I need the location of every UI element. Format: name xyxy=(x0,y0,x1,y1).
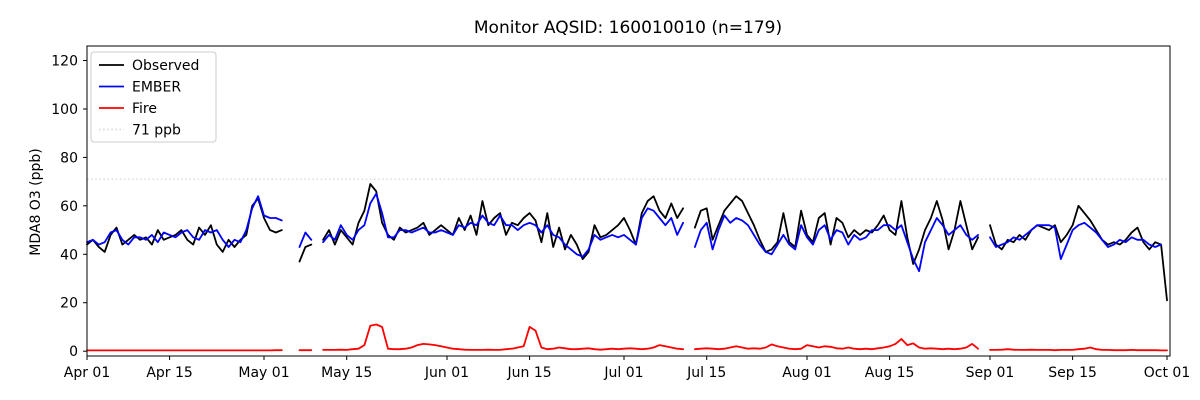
x-tick-label: Sep 15 xyxy=(1048,365,1097,381)
x-tick-label: Oct 01 xyxy=(1144,365,1190,381)
x-tick-label: Aug 01 xyxy=(782,365,832,381)
legend-label: Fire xyxy=(132,101,157,117)
x-tick-label: May 01 xyxy=(238,365,289,381)
x-tick-label: Sep 01 xyxy=(966,365,1015,381)
y-tick-label: 120 xyxy=(51,54,78,70)
plot-border xyxy=(86,45,1171,357)
legend-label: 71 ppb xyxy=(132,123,181,139)
x-tick-label: May 15 xyxy=(321,365,372,381)
y-tick-label: 80 xyxy=(60,150,78,166)
y-tick-label: 100 xyxy=(51,102,78,118)
y-tick-label: 60 xyxy=(60,199,78,215)
x-tick-label: Jun 15 xyxy=(507,365,552,381)
x-tick-label: Apr 15 xyxy=(146,365,192,381)
legend-box xyxy=(90,51,217,143)
x-tick-label: Apr 01 xyxy=(64,365,110,381)
chart-title: Monitor AQSID: 160010010 (n=179) xyxy=(474,18,782,38)
y-tick-label: 0 xyxy=(69,344,78,360)
ember-line xyxy=(86,192,1162,273)
x-tick-label: Jul 01 xyxy=(603,365,643,381)
x-tick-label: Jun 01 xyxy=(424,365,469,381)
y-tick-label: 40 xyxy=(60,247,78,263)
x-tick-label: Jul 15 xyxy=(686,365,726,381)
x-tick-label: Aug 15 xyxy=(865,365,915,381)
fire-line xyxy=(86,323,1168,352)
y-axis-label: MDA8 O3 (ppb) xyxy=(28,148,44,256)
legend-label: Observed xyxy=(132,58,199,74)
legend-label: EMBER xyxy=(132,80,181,96)
observed-line xyxy=(86,183,1168,302)
y-tick-label: 20 xyxy=(60,296,78,312)
